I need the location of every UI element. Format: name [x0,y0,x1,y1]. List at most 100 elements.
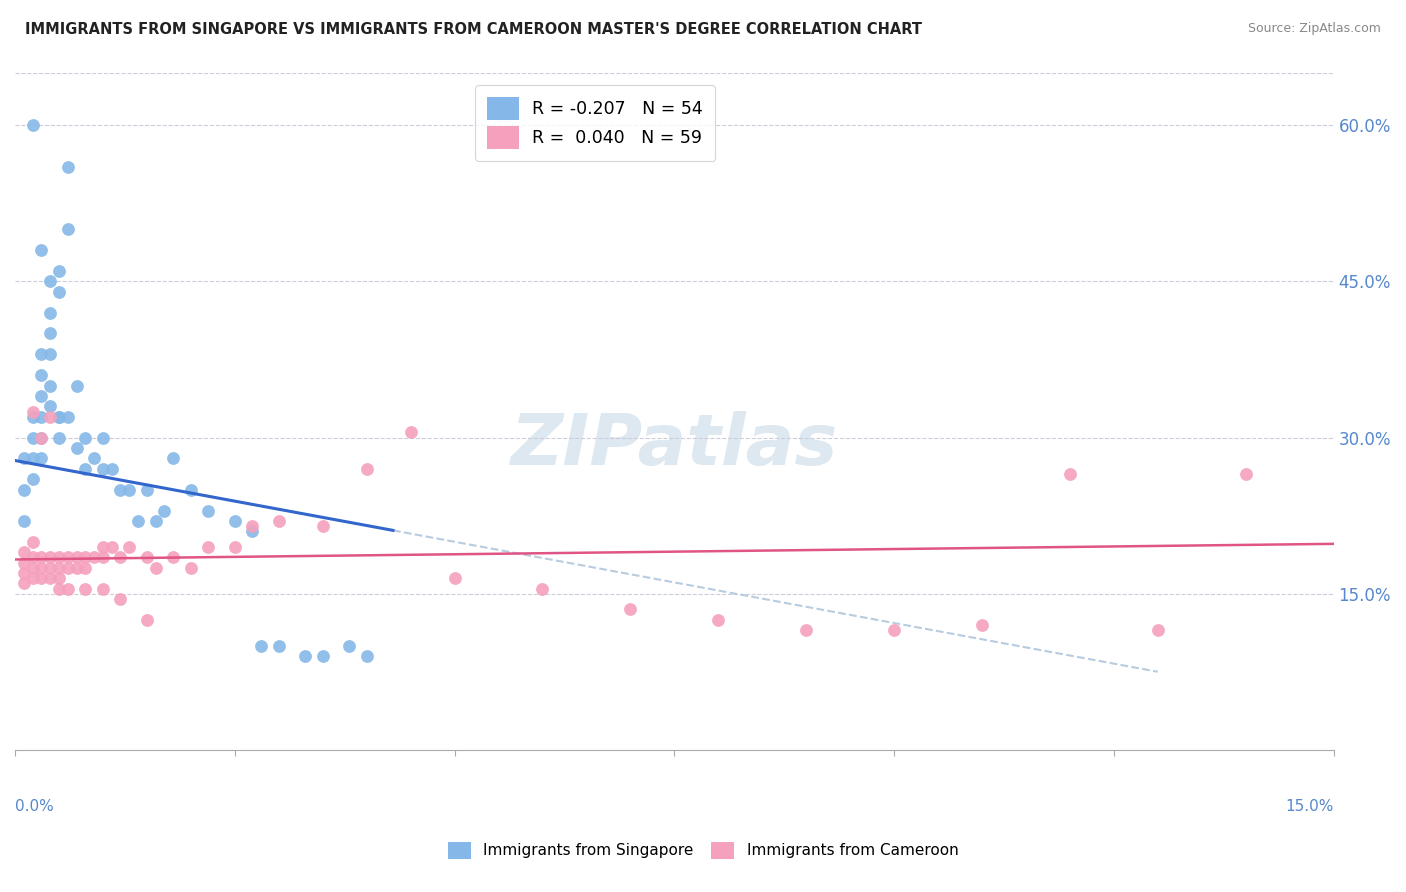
Point [145,514,167,528]
Point [65,378,87,392]
Point [48,285,70,299]
Point [135,550,157,565]
Point [39,400,62,414]
Point [39,409,62,424]
Point [75,582,97,596]
Point [30,431,52,445]
Point [39,274,62,288]
Point [21,431,44,445]
Point [21,550,44,565]
Point [39,305,62,319]
Point [75,431,97,445]
Point [30,571,52,585]
Point [162,451,184,466]
Point [224,514,246,528]
Point [75,561,97,575]
Point [21,118,44,132]
Point [21,534,44,549]
Point [13,576,35,591]
Point [21,409,44,424]
Point [531,582,554,596]
Point [13,556,35,570]
Point [83,550,105,565]
Point [110,550,132,565]
Point [13,483,35,497]
Point [30,431,52,445]
Point [21,404,44,418]
Point [48,582,70,596]
Point [39,550,62,565]
Text: 0.0%: 0.0% [15,799,53,814]
Point [30,243,52,257]
Point [100,462,122,476]
Point [21,472,44,486]
Point [75,462,97,476]
Point [110,592,132,607]
Point [30,409,52,424]
Point [356,462,378,476]
Point [30,550,52,565]
Point [197,503,219,517]
Point [21,561,44,575]
Point [48,409,70,424]
Point [135,613,157,627]
Point [970,618,993,632]
Point [267,514,290,528]
Point [224,540,246,554]
Point [65,441,87,455]
Point [180,483,202,497]
Point [65,550,87,565]
Point [127,514,149,528]
Point [707,613,730,627]
Point [399,425,422,440]
Point [30,561,52,575]
Point [91,462,114,476]
Point [1059,467,1081,481]
Legend: R = -0.207   N = 54, R =  0.040   N = 59: R = -0.207 N = 54, R = 0.040 N = 59 [475,85,716,161]
Point [39,378,62,392]
Point [48,561,70,575]
Point [356,649,378,664]
Point [118,540,141,554]
Point [1234,467,1257,481]
Point [312,519,335,533]
Text: IMMIGRANTS FROM SINGAPORE VS IMMIGRANTS FROM CAMEROON MASTER'S DEGREE CORRELATIO: IMMIGRANTS FROM SINGAPORE VS IMMIGRANTS … [25,22,922,37]
Point [48,264,70,278]
Point [39,571,62,585]
Point [162,550,184,565]
Point [13,566,35,580]
Point [21,571,44,585]
Point [48,409,70,424]
Point [56,222,79,236]
Point [180,561,202,575]
Point [240,524,263,539]
Point [56,550,79,565]
Point [337,639,360,653]
Point [30,347,52,361]
Text: 15.0%: 15.0% [1285,799,1334,814]
Point [48,431,70,445]
Legend: Immigrants from Singapore, Immigrants from Cameroon: Immigrants from Singapore, Immigrants fr… [441,836,965,864]
Point [56,582,79,596]
Point [48,550,70,565]
Point [48,571,70,585]
Point [91,582,114,596]
Point [100,540,122,554]
Point [91,431,114,445]
Point [267,639,290,653]
Point [91,540,114,554]
Text: ZIPatlas: ZIPatlas [510,411,838,480]
Point [145,561,167,575]
Point [13,451,35,466]
Point [197,540,219,554]
Point [118,483,141,497]
Point [30,368,52,382]
Point [110,483,132,497]
Point [135,483,157,497]
Point [294,649,316,664]
Point [30,389,52,403]
Point [30,451,52,466]
Point [75,550,97,565]
Point [83,451,105,466]
Point [13,514,35,528]
